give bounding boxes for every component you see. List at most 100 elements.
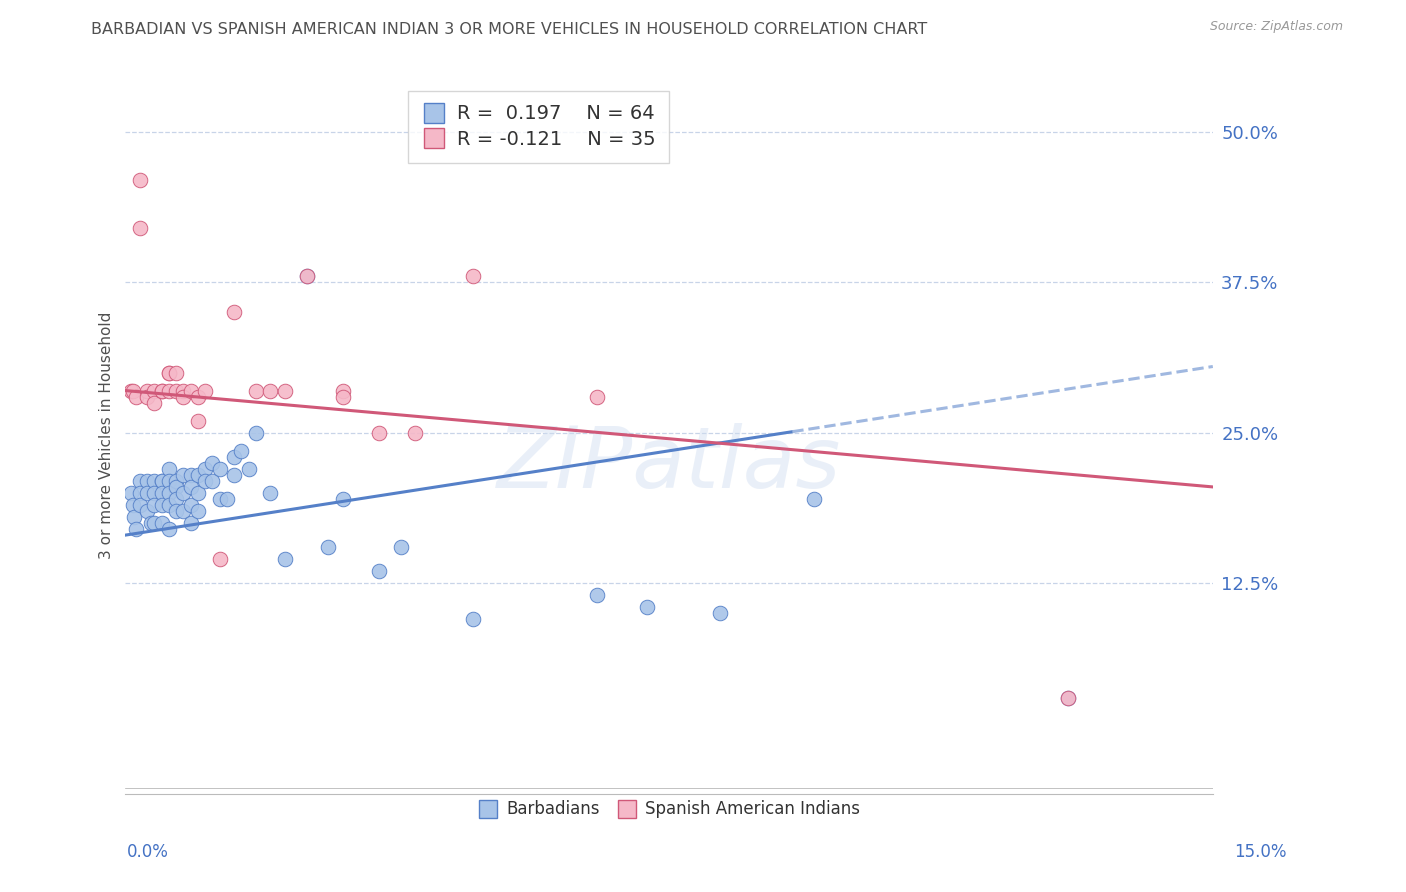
Point xyxy=(165,491,187,506)
Point xyxy=(585,390,607,404)
Point xyxy=(172,486,194,500)
Point xyxy=(803,491,825,506)
Point xyxy=(172,467,194,482)
Point xyxy=(187,504,209,518)
Point xyxy=(136,390,159,404)
Point xyxy=(238,462,260,476)
Point xyxy=(150,384,173,398)
Point xyxy=(157,498,180,512)
Point xyxy=(150,384,173,398)
Point xyxy=(143,516,166,530)
Point xyxy=(120,486,142,500)
Point xyxy=(231,443,253,458)
Point xyxy=(120,384,142,398)
Point xyxy=(224,467,246,482)
Point xyxy=(295,269,318,284)
Point xyxy=(274,384,297,398)
Point xyxy=(194,462,217,476)
Point xyxy=(187,486,209,500)
Point xyxy=(165,384,187,398)
Point xyxy=(194,384,217,398)
Point xyxy=(389,540,412,554)
Text: 15.0%: 15.0% xyxy=(1234,843,1286,861)
Point xyxy=(636,600,658,615)
Point xyxy=(172,504,194,518)
Point xyxy=(165,504,187,518)
Point xyxy=(121,498,143,512)
Text: Source: ZipAtlas.com: Source: ZipAtlas.com xyxy=(1209,20,1343,33)
Point xyxy=(295,269,318,284)
Legend: Barbadians, Spanish American Indians: Barbadians, Spanish American Indians xyxy=(471,794,866,825)
Point xyxy=(157,522,180,536)
Point xyxy=(259,486,281,500)
Point xyxy=(215,491,238,506)
Point xyxy=(129,486,152,500)
Point xyxy=(180,467,202,482)
Point xyxy=(1056,690,1078,705)
Point xyxy=(125,390,148,404)
Point xyxy=(172,390,194,404)
Point xyxy=(180,480,202,494)
Point xyxy=(245,425,267,440)
Point xyxy=(368,425,391,440)
Point xyxy=(208,462,231,476)
Point xyxy=(463,269,485,284)
Point xyxy=(143,395,166,409)
Point xyxy=(368,564,391,578)
Point xyxy=(129,221,152,235)
Point xyxy=(318,540,340,554)
Point xyxy=(129,498,152,512)
Point xyxy=(224,305,246,319)
Point xyxy=(404,425,426,440)
Point xyxy=(129,474,152,488)
Point xyxy=(187,390,209,404)
Point xyxy=(143,474,166,488)
Text: 0.0%: 0.0% xyxy=(127,843,169,861)
Point xyxy=(136,384,159,398)
Point xyxy=(150,516,173,530)
Point xyxy=(136,474,159,488)
Point xyxy=(245,384,267,398)
Point xyxy=(208,491,231,506)
Point xyxy=(157,366,180,380)
Point xyxy=(1056,690,1078,705)
Point xyxy=(187,414,209,428)
Point xyxy=(143,384,166,398)
Point xyxy=(136,486,159,500)
Point xyxy=(332,384,354,398)
Point xyxy=(122,510,145,524)
Text: ZIPatlas: ZIPatlas xyxy=(496,423,841,506)
Point xyxy=(224,450,246,464)
Point xyxy=(180,516,202,530)
Point xyxy=(585,588,607,602)
Point xyxy=(157,462,180,476)
Point xyxy=(259,384,281,398)
Point xyxy=(201,456,224,470)
Point xyxy=(208,552,231,566)
Point xyxy=(187,467,209,482)
Point xyxy=(172,384,194,398)
Point xyxy=(150,498,173,512)
Point xyxy=(157,366,180,380)
Point xyxy=(129,173,152,187)
Y-axis label: 3 or more Vehicles in Household: 3 or more Vehicles in Household xyxy=(100,312,114,559)
Point xyxy=(332,390,354,404)
Text: BARBADIAN VS SPANISH AMERICAN INDIAN 3 OR MORE VEHICLES IN HOUSEHOLD CORRELATION: BARBADIAN VS SPANISH AMERICAN INDIAN 3 O… xyxy=(91,22,928,37)
Point xyxy=(139,516,162,530)
Point xyxy=(121,384,143,398)
Point xyxy=(150,474,173,488)
Point xyxy=(180,384,202,398)
Point xyxy=(194,474,217,488)
Point xyxy=(157,474,180,488)
Point xyxy=(143,498,166,512)
Point xyxy=(709,607,731,621)
Point xyxy=(150,474,173,488)
Point xyxy=(157,486,180,500)
Point xyxy=(463,612,485,626)
Point xyxy=(165,480,187,494)
Point xyxy=(143,486,166,500)
Point xyxy=(136,504,159,518)
Point xyxy=(201,474,224,488)
Point xyxy=(150,486,173,500)
Point xyxy=(332,491,354,506)
